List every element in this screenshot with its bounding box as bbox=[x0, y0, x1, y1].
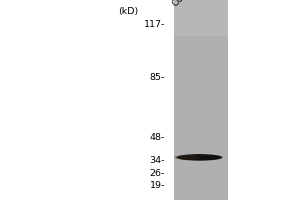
Text: 26-: 26- bbox=[150, 169, 165, 178]
Text: 48-: 48- bbox=[150, 133, 165, 142]
Ellipse shape bbox=[174, 155, 200, 160]
Text: COLO205: COLO205 bbox=[171, 0, 207, 8]
Text: (kD): (kD) bbox=[118, 7, 138, 16]
Text: 34-: 34- bbox=[149, 156, 165, 165]
Text: 117-: 117- bbox=[144, 20, 165, 29]
Text: 19-: 19- bbox=[150, 181, 165, 190]
Ellipse shape bbox=[176, 154, 223, 161]
Text: 85-: 85- bbox=[150, 73, 165, 82]
Bar bbox=[174, 0, 228, 200]
Bar bbox=[174, 0, 228, 36]
